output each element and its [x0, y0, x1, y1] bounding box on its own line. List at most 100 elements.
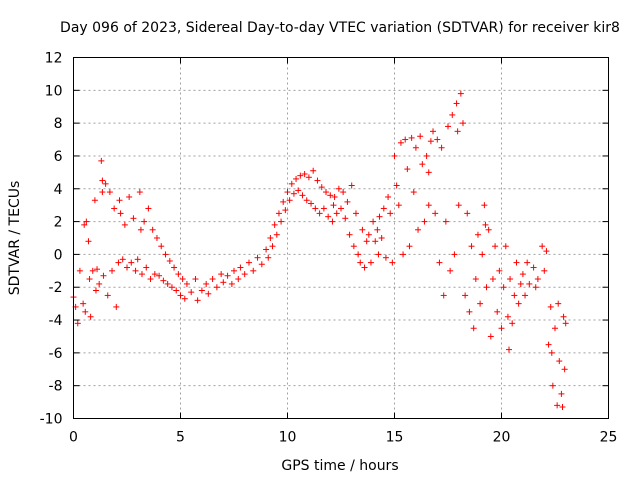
- data-point: [494, 308, 501, 315]
- data-point: [449, 111, 456, 118]
- data-point: [269, 243, 276, 250]
- data-point: [237, 264, 244, 271]
- data-point: [346, 231, 353, 238]
- data-point: [454, 128, 461, 135]
- data-point: [457, 90, 464, 97]
- x-axis-title: GPS time / hours: [281, 458, 398, 474]
- data-point: [500, 284, 507, 291]
- data-point: [492, 243, 499, 250]
- data-point: [166, 257, 173, 264]
- data-point: [282, 207, 289, 214]
- x-tick-label: 25: [600, 430, 618, 446]
- data-point: [162, 251, 169, 258]
- data-point: [419, 161, 426, 168]
- data-point: [87, 313, 94, 320]
- y-tick-label: -2: [49, 280, 63, 296]
- data-point: [352, 210, 359, 217]
- data-point: [138, 271, 145, 278]
- data-point: [485, 226, 492, 233]
- data-point: [100, 272, 107, 279]
- data-point: [325, 213, 332, 220]
- data-point: [417, 133, 424, 140]
- data-point: [312, 205, 319, 212]
- data-point: [151, 271, 158, 278]
- data-point: [250, 267, 257, 274]
- data-point: [85, 238, 92, 245]
- data-point: [425, 169, 432, 176]
- data-point: [472, 276, 479, 283]
- y-tick-label: 6: [54, 149, 63, 165]
- data-point: [98, 157, 105, 164]
- y-tick-label: 0: [54, 247, 63, 263]
- y-tick-label: 10: [45, 83, 63, 99]
- data-point: [102, 180, 109, 187]
- data-point: [258, 261, 265, 268]
- data-point: [408, 134, 415, 141]
- data-point: [462, 292, 469, 299]
- data-point: [126, 193, 133, 200]
- y-tick-label: 12: [45, 51, 63, 67]
- data-point: [340, 189, 347, 196]
- data-point: [137, 226, 144, 233]
- data-point: [168, 284, 175, 291]
- data-point: [479, 251, 486, 258]
- data-point: [502, 243, 509, 250]
- data-point: [376, 213, 383, 220]
- data-point: [286, 197, 293, 204]
- data-point: [205, 290, 212, 297]
- data-point: [331, 193, 338, 200]
- data-point: [558, 390, 565, 397]
- data-point: [254, 254, 261, 261]
- data-point: [552, 325, 558, 332]
- data-point: [86, 276, 93, 283]
- data-point: [280, 198, 287, 205]
- data-point: [83, 218, 90, 225]
- data-point: [543, 248, 550, 255]
- plot-frame: [73, 57, 609, 419]
- data-point: [361, 264, 368, 271]
- data-point: [519, 271, 526, 278]
- data-point: [119, 256, 126, 263]
- data-point: [410, 189, 417, 196]
- data-point: [278, 218, 285, 225]
- data-point: [556, 358, 563, 365]
- data-point: [115, 259, 122, 266]
- data-point: [387, 210, 394, 217]
- data-point: [74, 320, 81, 327]
- data-point: [318, 184, 325, 191]
- data-point: [438, 144, 445, 151]
- data-point: [545, 341, 552, 348]
- data-point: [333, 210, 340, 217]
- data-point: [335, 185, 342, 192]
- data-point: [382, 254, 389, 261]
- data-point: [482, 221, 489, 228]
- data-point: [515, 300, 522, 307]
- data-point: [534, 276, 541, 283]
- data-point: [143, 264, 150, 271]
- data-point: [385, 193, 392, 200]
- data-point: [348, 182, 355, 189]
- data-point: [440, 292, 447, 299]
- data-point: [470, 325, 477, 332]
- data-point: [487, 333, 494, 340]
- data-points: [70, 90, 569, 411]
- data-point: [310, 167, 317, 174]
- data-point: [141, 218, 148, 225]
- data-point: [404, 166, 411, 173]
- data-point: [330, 202, 337, 209]
- data-point: [425, 202, 432, 209]
- data-point: [375, 251, 382, 258]
- data-point: [91, 197, 98, 204]
- data-point: [357, 259, 364, 266]
- data-point: [99, 189, 106, 196]
- data-point: [198, 287, 205, 294]
- data-point: [156, 272, 163, 279]
- data-point: [323, 189, 330, 196]
- data-point: [183, 280, 190, 287]
- data-point: [94, 266, 101, 273]
- data-point: [117, 210, 124, 217]
- data-point: [548, 349, 555, 356]
- data-point: [338, 205, 344, 212]
- data-point: [415, 226, 422, 233]
- data-point: [104, 292, 111, 299]
